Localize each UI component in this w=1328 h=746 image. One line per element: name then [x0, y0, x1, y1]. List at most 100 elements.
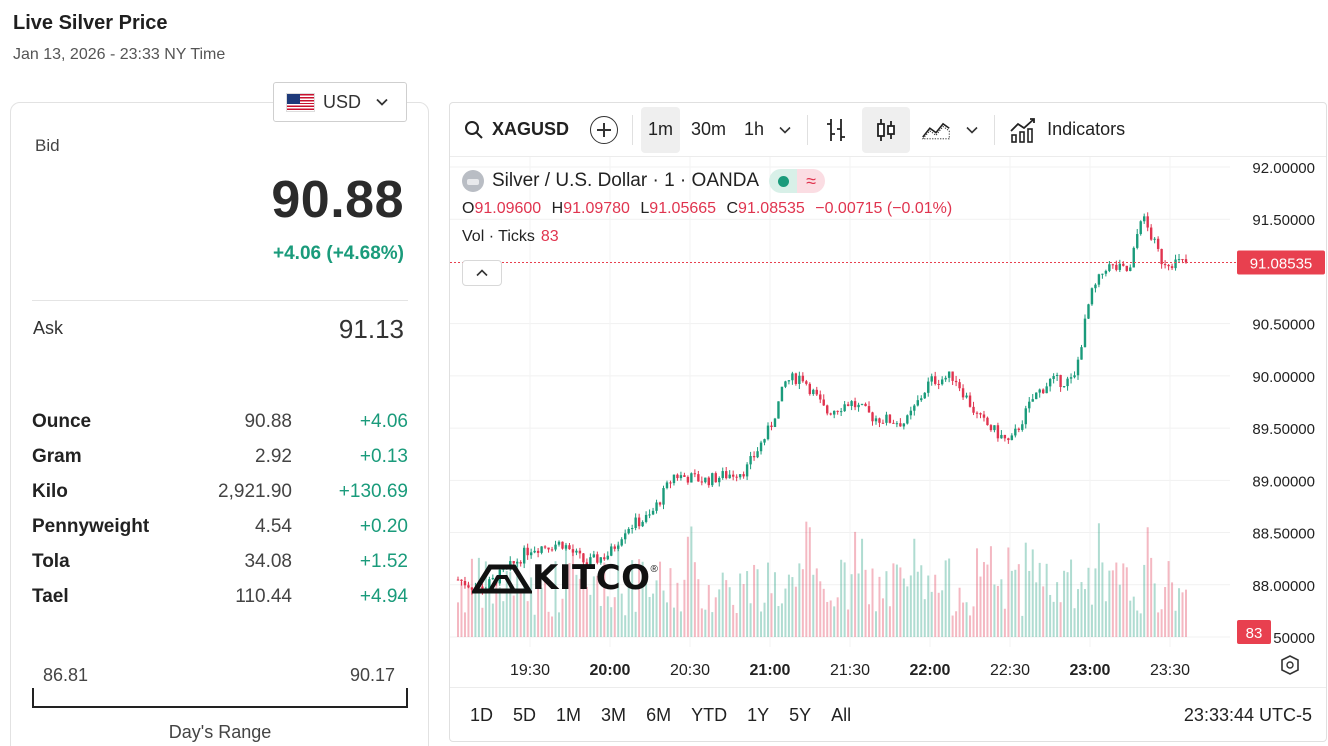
range-1d-button[interactable]: 1D [470, 705, 494, 725]
low-label: L [640, 200, 650, 217]
candle-body [1090, 288, 1094, 305]
settings-icon-center [1286, 661, 1294, 669]
volume-bar [993, 584, 996, 637]
unit-row-tael: Tael 110.44 +4.94 [32, 579, 408, 614]
volume-bar [1178, 588, 1181, 637]
x-tick-label: 20:30 [670, 662, 710, 679]
area-style-button[interactable] [914, 107, 958, 153]
interval-1m-button[interactable]: 1m [641, 106, 681, 153]
volume-bar [638, 559, 641, 637]
unit-name: Ounce [32, 410, 92, 432]
indicators-button[interactable]: Indicators [1003, 117, 1131, 143]
candle-body [965, 395, 968, 398]
range-1y-button[interactable]: 1Y [747, 705, 770, 725]
volume-bar [1167, 561, 1170, 637]
candle-body [1003, 434, 1007, 439]
volume-bar [916, 571, 919, 637]
y-tick-label: 50000 [1273, 630, 1315, 647]
bars-style-button[interactable] [816, 107, 856, 153]
volume-bar [1035, 582, 1038, 637]
market-status-badge[interactable]: ≈ [769, 169, 826, 193]
volume-bar [798, 563, 801, 637]
candles-style-button[interactable] [862, 106, 911, 153]
range-3m-button[interactable]: 3M [601, 705, 627, 725]
range-5d-button[interactable]: 5D [513, 705, 537, 725]
x-tick-label: 22:00 [910, 662, 951, 679]
days-range-high: 90.17 [349, 665, 395, 685]
volume-bar [1031, 549, 1034, 637]
candle-body [1048, 379, 1052, 387]
volume-bar [962, 602, 965, 637]
candle-body [979, 413, 982, 415]
volume-bar [683, 579, 686, 637]
y-tick-label: 88.50000 [1252, 526, 1315, 543]
volume-bar [1003, 608, 1006, 637]
candle-body [589, 557, 592, 565]
volume-bar [676, 582, 679, 637]
unit-name: Tael [32, 585, 69, 607]
candle-body [582, 553, 585, 563]
candle-body [1010, 435, 1014, 441]
last-price-label: 91.08535 [1250, 256, 1313, 273]
interval-1h-button[interactable]: 1h [744, 119, 765, 139]
collapse-legend-button[interactable] [462, 260, 502, 286]
candle-body [620, 539, 623, 546]
candle-body [697, 474, 700, 482]
last-price-tag [1237, 250, 1325, 275]
candle-body [829, 413, 832, 415]
range-ytd-button[interactable]: YTD [691, 705, 728, 725]
volume-bar [874, 611, 877, 637]
x-tick-label: 21:00 [750, 662, 791, 679]
candle-body [1139, 221, 1142, 235]
candle-body [575, 550, 578, 553]
settings-icon[interactable] [1281, 655, 1299, 675]
volume-bar [920, 565, 923, 637]
range-1m-button[interactable]: 1M [556, 705, 582, 725]
chart-legend: Silver / U.S. Dollar · 1 · OANDA ≈ O91.0… [462, 167, 958, 250]
candle-body [470, 587, 474, 590]
candle-body [526, 547, 529, 556]
x-tick-label: 23:00 [1070, 662, 1111, 679]
candle-body [934, 376, 937, 384]
candle-body [1083, 318, 1087, 348]
interval-30m-button[interactable]: 30m [691, 119, 727, 139]
volume-bar [589, 594, 592, 637]
candle-body [986, 417, 989, 426]
interval-dropdown[interactable] [771, 107, 799, 153]
unit-change: +0.13 [359, 445, 408, 467]
candle-body [867, 406, 871, 413]
volume-bar [742, 584, 745, 637]
symbol-search[interactable]: XAGUSD [464, 119, 590, 140]
currency-select[interactable]: USD [273, 82, 407, 122]
candle-body [665, 482, 669, 489]
range-6m-button[interactable]: 6M [646, 705, 672, 725]
chevron-down-icon [966, 126, 978, 134]
volume-bar [934, 574, 937, 637]
chart-style-dropdown[interactable] [958, 107, 986, 153]
volume-bar [951, 615, 954, 637]
volume-bar [659, 561, 662, 637]
volume-bar [721, 572, 724, 637]
volume-bar [1000, 579, 1003, 637]
candle-body [892, 422, 895, 424]
unit-change: +0.20 [359, 515, 408, 537]
volume-bar [606, 596, 609, 637]
candle-body [1097, 274, 1101, 285]
range-all-button[interactable]: All [831, 705, 852, 725]
compare-symbol-button[interactable] [590, 115, 618, 144]
candle-body [745, 464, 749, 477]
candle-body [909, 410, 913, 416]
candle-body [512, 561, 515, 564]
candle-body [721, 471, 724, 478]
candle-body [467, 585, 470, 588]
volume-bar [470, 558, 473, 637]
volume-bar [585, 586, 588, 637]
range-5y-button[interactable]: 5Y [789, 705, 812, 725]
price-chart[interactable]: 92.00000 91.50000 90.50000 90.00000 89.50000… [450, 157, 1327, 687]
volume-bar [460, 581, 463, 637]
candle-body [805, 381, 808, 384]
candle-body [718, 477, 721, 483]
volume-bar [1007, 547, 1010, 637]
volume-bar [1143, 564, 1146, 637]
candle-body [749, 456, 752, 465]
